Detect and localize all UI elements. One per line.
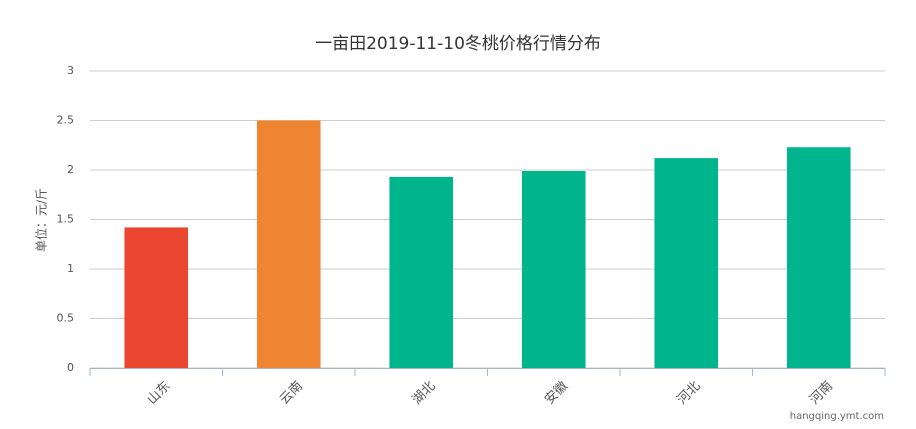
x-tick-label: 河南 (806, 378, 836, 408)
bar (786, 147, 851, 368)
y-axis-label: 单位：元/斤 (34, 188, 49, 252)
bar (654, 158, 719, 368)
bar (124, 227, 189, 368)
bar (256, 120, 321, 368)
y-tick-label: 1.5 (57, 213, 75, 226)
x-tick-label: 安徽 (542, 379, 571, 408)
y-tick-label: 3 (67, 64, 74, 77)
y-tick-label: 0.5 (57, 312, 75, 325)
y-tick-label: 0 (67, 361, 74, 374)
x-tick-label: 湖北 (410, 379, 439, 408)
y-tick-label: 2 (67, 163, 74, 176)
x-tick-label: 河北 (675, 379, 704, 408)
y-tick-label: 1 (67, 262, 74, 275)
bar (521, 170, 586, 368)
x-tick-label: 山东 (145, 379, 174, 408)
bar (389, 176, 454, 368)
y-tick-label: 2.5 (57, 114, 75, 127)
chart-title: 一亩田2019-11-10冬桃价格行情分布 (315, 34, 601, 54)
watermark: hangqing.ymt.com (790, 411, 884, 422)
x-tick-label: 云南 (276, 378, 306, 408)
